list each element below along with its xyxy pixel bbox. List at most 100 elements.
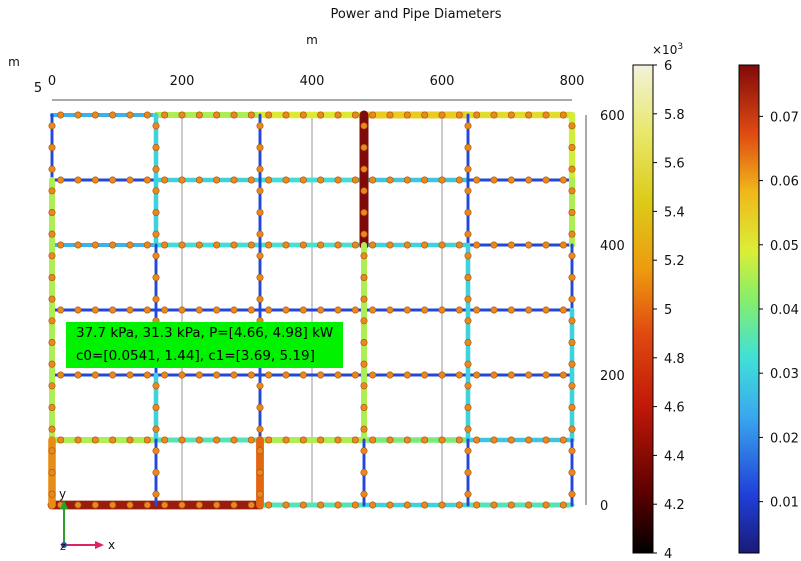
pipe-node-37 [178,436,186,444]
pipe-node-33 [109,436,117,444]
pipe-node-119 [559,306,567,314]
pipe-node-294 [464,230,472,238]
y-tick-labels: 0 200 400 600 [600,109,625,514]
pipe-node-154 [126,176,134,184]
pipe-node-207 [525,111,533,119]
pipe-node-272 [360,317,368,325]
pipe-node-292 [464,273,472,281]
pipe-node-49 [386,436,394,444]
pipe-node-124 [126,241,134,249]
y-tick-label-3: 600 [600,109,625,124]
triad-y-label: y [59,487,66,501]
pipe-node-97 [178,306,186,314]
annotation-line-1: 37.7 kPa, 31.3 kPa, P=[4.66, 4.98] kW [76,325,334,341]
pipe-node-223 [48,209,56,217]
pipe-node-298 [464,144,472,152]
pipe-node-45 [317,436,325,444]
pipe-node-187 [178,111,186,119]
pipe-node-226 [48,144,56,152]
pipe-node-216 [48,360,56,368]
pipe-node-192 [265,111,273,119]
pipe-node-242 [152,187,160,195]
triad-y-arrow [60,500,68,509]
power-tick-label-2: 4.4 [664,449,685,464]
pipe-node-147 [525,241,533,249]
pipe-node-79 [386,371,394,379]
pipe-node-190 [230,111,238,119]
pipe-node-191 [247,111,255,119]
power-tick-label-3: 4.6 [664,401,685,416]
pipe-node-173 [455,176,463,184]
pipe-node-140 [403,241,411,249]
pipe-node-275 [360,252,368,260]
pipe-node-114 [473,306,481,314]
pipe-node-136 [334,241,342,249]
pipe-node-303 [568,425,576,433]
pipe-node-59 [559,436,567,444]
pipe-node-26 [507,501,515,509]
pipe-node-283 [464,468,472,476]
pipe-node-148 [542,241,550,249]
pipe-node-183 [109,111,117,119]
pipe-node-64 [126,371,134,379]
x-tick-labels: 0 200 400 600 800 [48,74,585,89]
pipe-node-3 [109,501,117,509]
pipe-node-141 [421,241,429,249]
pipe-node-101 [247,306,255,314]
triad-x-arrow [95,541,104,549]
pipe-node-149 [559,241,567,249]
pipe-node-247 [256,468,264,476]
pipe-node-126 [161,241,169,249]
pipe-node-89 [559,371,567,379]
pipe-node-270 [360,360,368,368]
pipe-node-255 [256,295,264,303]
pipe-node-68 [195,371,203,379]
pipe-node-267 [360,425,368,433]
pipe-node-30 [57,436,65,444]
pipe-node-221 [48,252,56,260]
pipe-node-120 [57,241,65,249]
power-tick-label-10: 6 [664,59,672,74]
pipe-node-264 [360,490,368,498]
pipe-node-307 [568,338,576,346]
pipe-node-99 [213,306,221,314]
pipe-node-297 [464,165,472,173]
pipe-node-171 [421,176,429,184]
pipe-node-9 [213,501,221,509]
pipe-node-201 [421,111,429,119]
pipe-node-57 [525,436,533,444]
pipe-node-122 [91,241,99,249]
pipe-node-35 [143,436,151,444]
pipe-node-210 [48,490,56,498]
pipe-node-22 [438,501,446,509]
pipe-node-273 [360,295,368,303]
pipe-node-15 [317,501,325,509]
pipe-node-295 [464,209,472,217]
pipe-node-212 [48,447,56,455]
pipe-node-268 [360,403,368,411]
pipe-node-163 [282,176,290,184]
pipe-node-75 [317,371,325,379]
pipe-node-277 [360,209,368,217]
pipe-node-47 [351,436,359,444]
diameter-tick-label-0: 0.01 [770,496,799,511]
pipe-node-100 [230,306,238,314]
pipe-node-39 [213,436,221,444]
pipe-node-71 [247,371,255,379]
pipe-node-129 [213,241,221,249]
pipe-node-150 [57,176,65,184]
pipe-node-265 [360,468,368,476]
power-tick-label-4: 4.8 [664,352,685,367]
pipe-node-16 [334,501,342,509]
pipe-node-94 [126,306,134,314]
pipe-node-96 [161,306,169,314]
pipe-node-6 [161,501,169,509]
pipe-node-138 [369,241,377,249]
pipe-node-224 [48,187,56,195]
pipe-node-12 [265,501,273,509]
pipe-node-132 [265,241,273,249]
pipe-node-1 [74,501,82,509]
pipe-node-177 [525,176,533,184]
pipe-node-222 [48,230,56,238]
